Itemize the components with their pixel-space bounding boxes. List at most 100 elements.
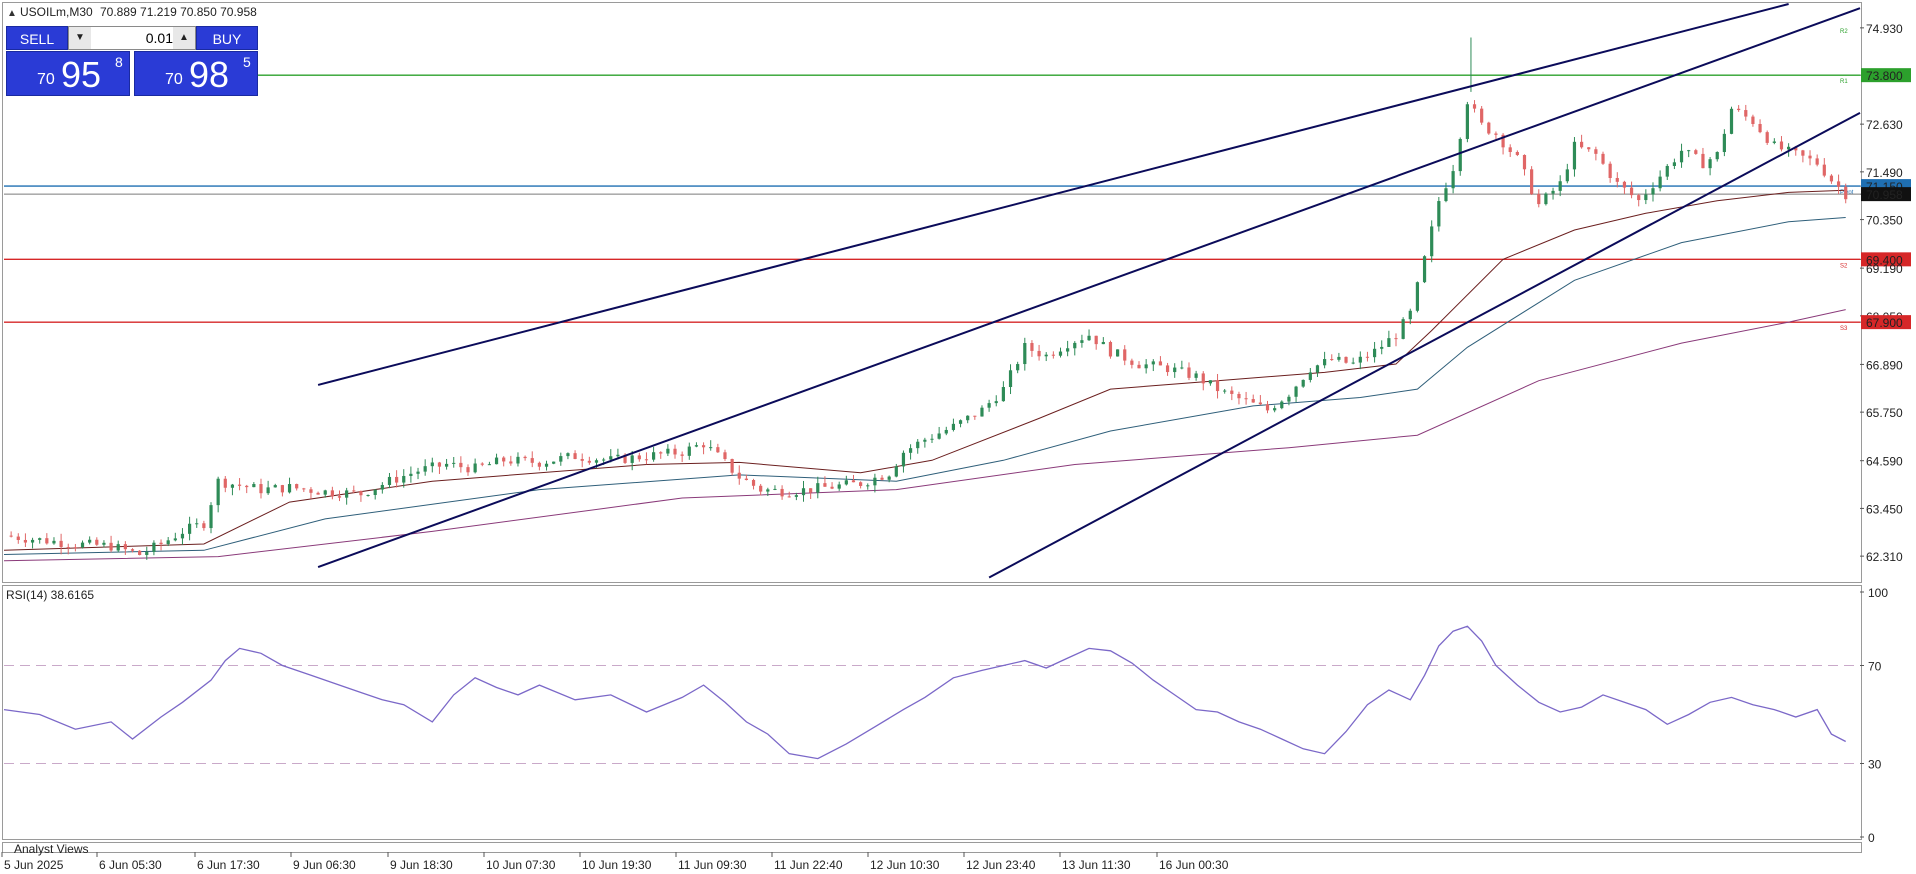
candle-body-79: [573, 453, 577, 459]
candle-body-184: [1323, 359, 1327, 366]
candle-body-203: [1458, 138, 1462, 172]
candle-body-151: [1087, 335, 1091, 341]
candle-162: [1165, 362, 1170, 376]
lot-decrease-icon[interactable]: ▼: [69, 27, 91, 49]
candle-body-22: [166, 540, 170, 545]
candle-body-23: [173, 538, 177, 541]
candle-57: [416, 467, 420, 480]
candle-body-101: [730, 459, 734, 473]
rsi-pane: [2, 585, 1862, 840]
candle-244: [1751, 114, 1755, 127]
candle-body-70: [509, 461, 513, 464]
candle-body-41: [302, 488, 306, 490]
candle-body-98: [709, 447, 713, 449]
candles-layer: [9, 37, 1848, 560]
symbol-triangle-icon[interactable]: ▲: [7, 8, 17, 19]
lot-increase-icon[interactable]: ▲: [173, 27, 195, 49]
price-label-box-7: [1861, 252, 1911, 267]
candle-49: [359, 490, 363, 502]
lot-size-input[interactable]: [93, 28, 175, 48]
candle-body-106: [766, 489, 770, 492]
candle-231: [1658, 170, 1662, 192]
time-axis: 5 Jun 2025 6 Jun 05:30 6 Jun 17:30 9 Jun 06…: [1, 852, 1229, 872]
candle-body-219: [1572, 141, 1577, 170]
candle-169: [1215, 373, 1220, 399]
candle-145: [1044, 352, 1048, 362]
ma-mid-line: [3, 217, 1846, 555]
candle-body-54: [395, 476, 399, 483]
candle-88: [637, 452, 641, 462]
candle-8: [66, 543, 70, 555]
price-label-2: 72.630: [1866, 118, 1903, 132]
candle-234: [1679, 143, 1684, 168]
sell-price-sup: 8: [115, 54, 123, 70]
candle-45: [330, 486, 334, 500]
candle-11: [88, 536, 92, 545]
candle-227: [1629, 181, 1634, 199]
sell-button[interactable]: SELL: [6, 26, 68, 50]
candle-body-112: [809, 488, 813, 493]
sell-price-box[interactable]: 70 95 8: [6, 51, 130, 96]
candle-225: [1615, 172, 1619, 188]
candle-99: [716, 443, 720, 453]
candle-body-81: [587, 460, 591, 463]
buy-price-box[interactable]: 70 98 5: [134, 51, 258, 96]
candle-body-242: [1737, 108, 1741, 111]
rsi-tick-label-0: 100: [1868, 586, 1888, 600]
candle-body-91: [659, 452, 663, 454]
candle-body-230: [1651, 188, 1655, 195]
candle-body-226: [1622, 181, 1627, 188]
candle-body-14: [109, 542, 113, 551]
candle-body-240: [1722, 133, 1726, 153]
candle-149: [1073, 341, 1077, 356]
candle-255: [1829, 174, 1834, 184]
sell-price-prefix: 70: [37, 71, 55, 88]
candle-22: [166, 537, 170, 547]
candle-101: [730, 458, 734, 476]
candle-135: [973, 415, 977, 420]
candle-81: [587, 456, 591, 465]
candle-body-238: [1708, 159, 1712, 169]
candle-51: [373, 489, 377, 500]
candle-body-53: [387, 476, 392, 485]
candle-200: [1437, 197, 1441, 232]
one-click-trading-panel: SELL ▼ ▲ BUY 70 95 8 70 98 5: [6, 26, 258, 96]
candle-195: [1401, 317, 1405, 340]
candle-body-231: [1658, 176, 1662, 189]
candle-body-17: [130, 549, 135, 551]
candle-14: [109, 535, 113, 553]
candle-184: [1323, 351, 1327, 369]
candle-160: [1151, 359, 1155, 372]
candle-64: [466, 464, 470, 476]
ohlc-values: 70.889 71.219 70.850 70.958: [100, 5, 257, 19]
candle-120: [866, 483, 870, 490]
candle-2: [23, 533, 28, 547]
candle-104: [751, 478, 756, 490]
candle-body-142: [1023, 343, 1027, 365]
candle-39: [287, 477, 292, 494]
candle-body-257: [1844, 186, 1848, 200]
candle-body-214: [1537, 194, 1541, 205]
candle-1: [16, 533, 20, 544]
candle-body-7: [59, 540, 63, 548]
candle-body-152: [1094, 335, 1098, 345]
candle-body-111: [801, 488, 806, 496]
candle-body-161: [1158, 361, 1163, 366]
candle-body-136: [980, 407, 984, 417]
candle-229: [1644, 189, 1648, 205]
channel-line-0: [317, 3, 1789, 386]
candle-93: [673, 444, 677, 459]
candle-body-57: [416, 471, 420, 474]
candle-body-5: [45, 538, 49, 544]
bottom-panel-label[interactable]: Analyst Views: [14, 842, 88, 856]
candle-body-180: [1294, 386, 1298, 397]
candle-142: [1023, 337, 1027, 371]
candle-body-236: [1694, 150, 1698, 154]
candle-18: [138, 550, 142, 556]
candle-body-173: [1244, 398, 1248, 400]
buy-button[interactable]: BUY: [196, 26, 258, 50]
candle-206: [1480, 105, 1484, 125]
candle-105: [759, 483, 763, 496]
candle-198: [1422, 255, 1427, 284]
